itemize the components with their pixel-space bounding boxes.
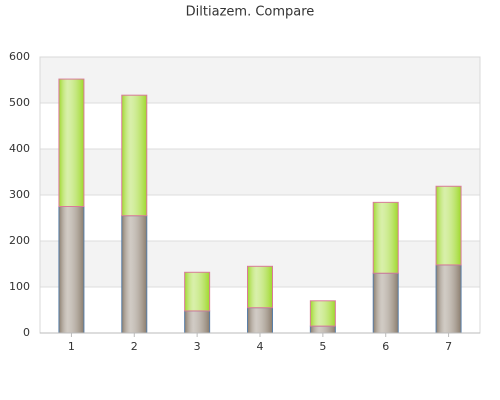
- x-tick-label: 7: [445, 340, 452, 353]
- y-tick-label: 200: [9, 234, 30, 247]
- x-tick-label: 4: [257, 340, 264, 353]
- x-tick-label: 5: [319, 340, 326, 353]
- grid-band: [40, 57, 480, 103]
- y-tick-label: 600: [9, 50, 30, 63]
- chart-title: Diltiazem. Compare: [186, 5, 315, 20]
- y-tick-label: 300: [9, 188, 30, 201]
- bar-segment: [309, 325, 336, 334]
- bar-segment: [58, 78, 85, 207]
- bar-segment: [184, 271, 211, 312]
- bar-segment: [58, 206, 85, 334]
- x-tick-label: 3: [194, 340, 201, 353]
- bar-segment: [121, 215, 148, 334]
- bar-segment: [121, 94, 148, 217]
- grid-band: [40, 149, 480, 195]
- bar-segment: [372, 201, 399, 274]
- x-tick-label: 6: [382, 340, 389, 353]
- y-tick-label: 100: [9, 280, 30, 293]
- bar-segment: [435, 185, 462, 266]
- bar-segment: [247, 265, 273, 309]
- bar-segment: [309, 300, 336, 327]
- bar-segment: [372, 272, 399, 334]
- y-tick-label: 500: [9, 96, 30, 109]
- x-tick-label: 2: [131, 340, 138, 353]
- x-tick-label: 1: [68, 340, 75, 353]
- bar-segment: [184, 310, 211, 334]
- bar-segment: [435, 264, 462, 334]
- y-tick-label: 0: [23, 326, 30, 339]
- bar-segment: [247, 307, 273, 334]
- y-tick-label: 400: [9, 142, 30, 155]
